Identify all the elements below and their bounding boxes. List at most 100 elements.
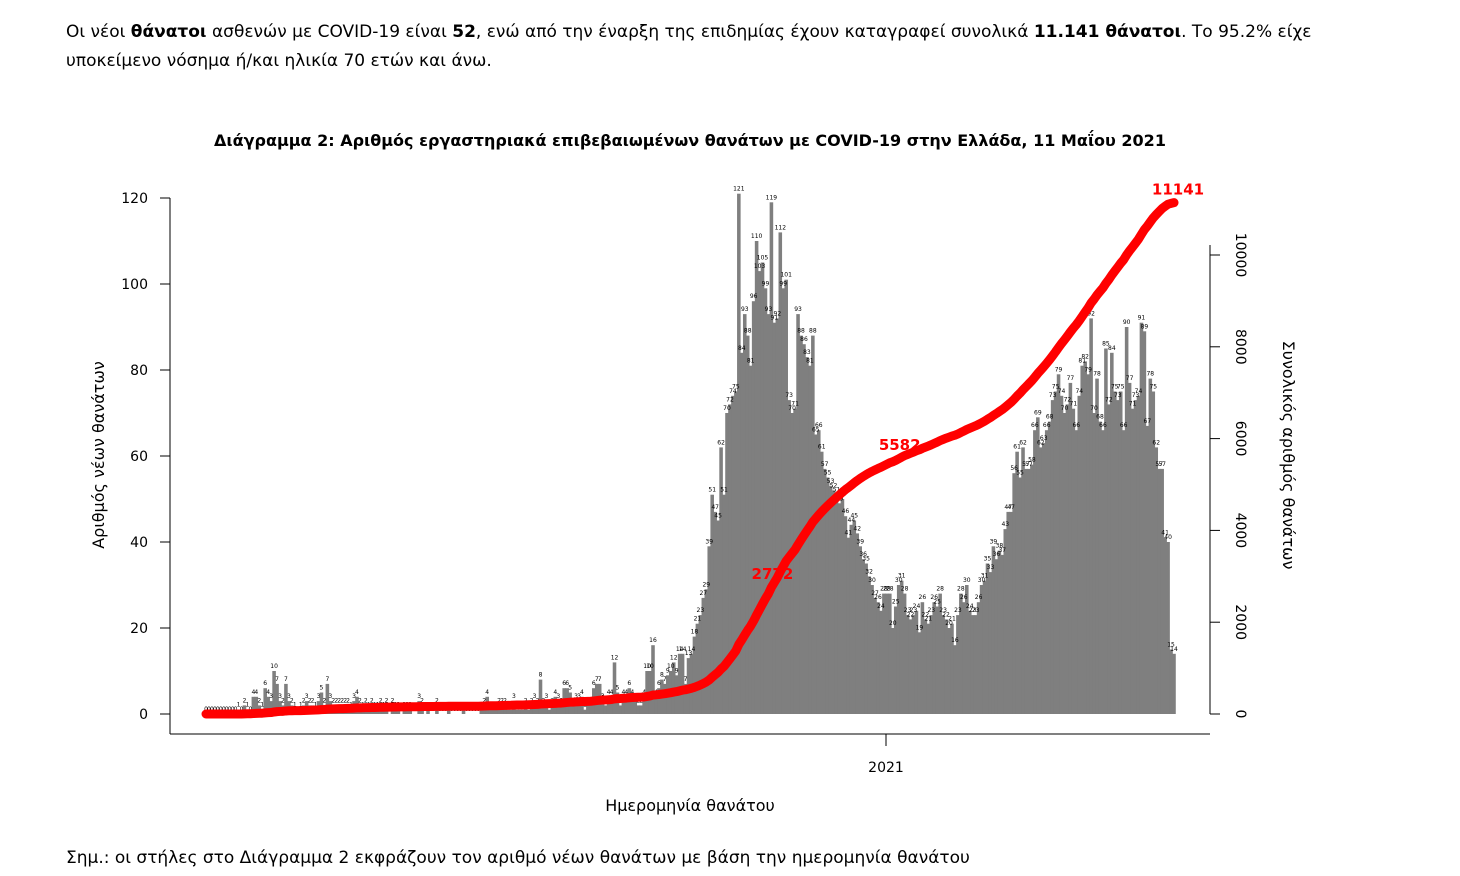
bar-110 — [529, 705, 534, 714]
y2-tick-label-6000: 6000 — [1232, 421, 1248, 457]
bar-312 — [1127, 382, 1132, 714]
bar-325 — [1166, 542, 1170, 714]
bar-value-label-153: 6 — [657, 680, 661, 687]
bar-value-label-212: 52 — [830, 482, 838, 489]
bar-109 — [526, 709, 531, 714]
bar-204 — [808, 365, 812, 714]
bar-value-label-156: 9 — [666, 667, 670, 674]
bar-166 — [695, 623, 700, 714]
bar-222 — [861, 559, 865, 714]
bar-184 — [748, 365, 753, 714]
bar-value-label-157: 10 — [667, 663, 675, 670]
bar-value-label-262: 30 — [978, 577, 986, 584]
bar-value-label-314: 73 — [1132, 392, 1140, 399]
bar-value-label-236: 28 — [901, 586, 909, 593]
bar-value-label-37: 1 — [314, 702, 318, 709]
bar-value-label-263: 31 — [981, 573, 989, 580]
bar-value-label-40: 2 — [322, 697, 326, 704]
bar-75 — [426, 709, 430, 714]
bar-value-label-297: 82 — [1081, 353, 1089, 360]
bar-16 — [251, 696, 256, 714]
bar-value-label-59: 2 — [379, 697, 383, 704]
bar-299 — [1089, 318, 1093, 714]
bar-value-label-51: 4 — [355, 689, 359, 696]
bar-148 — [642, 696, 646, 714]
bar-129 — [586, 705, 590, 714]
bar-value-label-127: 4 — [580, 689, 584, 696]
bar-251 — [947, 628, 951, 714]
bar-277 — [1024, 468, 1028, 714]
bar-171 — [710, 494, 714, 714]
y2-tick-label-2000: 2000 — [1232, 604, 1248, 640]
bar-98 — [494, 709, 498, 714]
bar-value-label-287: 75 — [1052, 384, 1060, 391]
bar-167 — [698, 615, 703, 714]
bar-value-label-144: 4 — [630, 689, 634, 696]
bar-value-label-167: 23 — [697, 607, 705, 614]
bar-value-label-266: 39 — [990, 538, 998, 545]
y-tick-label-40: 40 — [130, 535, 148, 551]
bar-285 — [1047, 421, 1052, 714]
bar-value-label-289: 74 — [1058, 388, 1066, 395]
bar-value-label-288: 79 — [1055, 366, 1063, 373]
bar-value-label-61: 2 — [385, 697, 389, 704]
bar-value-label-260: 23 — [972, 607, 980, 614]
bar-value-label-320: 75 — [1149, 384, 1157, 391]
bar-252 — [950, 623, 954, 714]
bar-value-label-197: 73 — [785, 392, 793, 399]
bar-value-label-258: 24 — [966, 603, 974, 610]
bar-242 — [920, 602, 925, 714]
bar-108 — [523, 705, 528, 714]
bar-value-label-259: 23 — [969, 607, 977, 614]
bar-value-label-257: 30 — [963, 577, 971, 584]
bar-169 — [704, 589, 709, 714]
bar-value-label-301: 78 — [1093, 371, 1101, 378]
bar-173 — [716, 520, 720, 714]
bar-value-label-323: 57 — [1158, 461, 1166, 468]
bar-39 — [319, 692, 324, 714]
bar-227 — [876, 602, 880, 714]
bar-value-label-318: 67 — [1144, 418, 1152, 425]
bar-257 — [965, 585, 969, 714]
x-axis-label: Ημερομηνία θανάτου — [605, 796, 775, 815]
bar-value-label-291: 72 — [1064, 396, 1072, 403]
bar-value-label-179: 75 — [732, 384, 740, 391]
bar-146 — [636, 705, 640, 714]
bar-232 — [891, 628, 895, 714]
bar-208 — [819, 451, 824, 714]
bar-value-label-122: 6 — [565, 680, 569, 687]
bar-264 — [985, 563, 990, 714]
bar-124 — [571, 705, 575, 714]
bar-value-label-175: 51 — [720, 487, 728, 494]
bar-255 — [959, 593, 963, 714]
bar-183 — [745, 335, 750, 714]
y-tick-label-120: 120 — [121, 191, 148, 207]
bar-value-label-209: 57 — [821, 461, 829, 468]
bar-value-label-255: 28 — [957, 586, 965, 593]
bar-value-label-275: 55 — [1016, 470, 1024, 477]
bar-102 — [506, 709, 510, 714]
bar-value-label-29: 2 — [290, 697, 294, 704]
bar-262 — [979, 585, 984, 714]
bar-value-label-319: 78 — [1146, 371, 1154, 378]
bar-160 — [677, 653, 682, 714]
bar-value-label-115: 3 — [545, 693, 549, 700]
bar-215 — [840, 499, 845, 714]
bar-306 — [1110, 352, 1114, 714]
bar-value-label-181: 84 — [738, 345, 746, 352]
bar-27 — [284, 683, 288, 714]
bar-113 — [538, 679, 543, 714]
intro-bold-total: 11.141 θάνατοι — [1033, 22, 1182, 42]
bar-236 — [902, 593, 907, 714]
bar-193 — [775, 318, 780, 714]
bar-214 — [837, 503, 842, 714]
bar-269 — [1000, 554, 1005, 714]
bar-305 — [1107, 404, 1111, 714]
bar-200 — [796, 314, 800, 714]
y2-tick-label-10000: 10000 — [1232, 233, 1248, 278]
bar-290 — [1062, 413, 1067, 714]
bar-value-label-176: 70 — [723, 405, 731, 412]
bar-value-label-174: 62 — [717, 439, 725, 446]
bar-168 — [701, 597, 706, 714]
